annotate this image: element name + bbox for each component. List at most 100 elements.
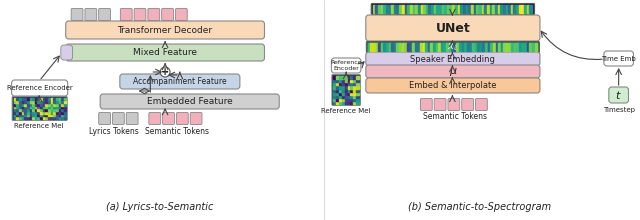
Bar bbox=[348, 76, 350, 79]
Bar bbox=[16, 111, 19, 114]
Bar bbox=[351, 86, 353, 88]
Bar bbox=[383, 5, 386, 13]
Bar bbox=[61, 108, 64, 111]
Bar bbox=[38, 106, 40, 108]
Bar bbox=[407, 43, 409, 51]
Bar bbox=[356, 92, 359, 95]
Bar bbox=[48, 106, 51, 108]
Bar bbox=[345, 79, 348, 82]
Bar bbox=[38, 103, 40, 106]
Bar bbox=[64, 100, 67, 103]
Bar bbox=[32, 114, 35, 116]
Bar bbox=[339, 89, 342, 92]
Bar bbox=[356, 98, 359, 101]
Bar bbox=[399, 5, 402, 13]
Bar bbox=[43, 117, 45, 119]
Bar bbox=[444, 43, 445, 51]
Bar bbox=[19, 98, 21, 100]
Bar bbox=[35, 108, 37, 111]
Bar bbox=[490, 43, 493, 51]
Bar bbox=[353, 95, 356, 98]
FancyBboxPatch shape bbox=[85, 9, 97, 20]
Bar bbox=[27, 100, 29, 103]
FancyBboxPatch shape bbox=[149, 112, 161, 125]
Bar bbox=[442, 5, 444, 13]
Bar bbox=[19, 108, 21, 111]
Bar bbox=[48, 114, 51, 116]
Bar bbox=[13, 103, 16, 106]
Text: Time Emb: Time Emb bbox=[602, 55, 636, 62]
FancyBboxPatch shape bbox=[604, 51, 634, 66]
FancyBboxPatch shape bbox=[162, 9, 173, 20]
Bar bbox=[404, 5, 407, 13]
Bar bbox=[40, 114, 42, 116]
Bar bbox=[493, 43, 495, 51]
Bar bbox=[474, 5, 476, 13]
Bar bbox=[534, 43, 537, 51]
Bar bbox=[38, 117, 40, 119]
Bar bbox=[345, 101, 348, 104]
FancyBboxPatch shape bbox=[190, 112, 202, 125]
Bar bbox=[404, 43, 406, 51]
FancyBboxPatch shape bbox=[366, 52, 540, 66]
Bar bbox=[402, 43, 404, 51]
Bar bbox=[53, 103, 56, 106]
Bar bbox=[353, 98, 356, 101]
Text: +: + bbox=[161, 67, 169, 77]
Bar bbox=[376, 43, 378, 51]
Bar bbox=[13, 114, 16, 116]
Bar bbox=[51, 111, 53, 114]
Bar bbox=[439, 5, 442, 13]
Bar bbox=[378, 5, 380, 13]
Bar bbox=[397, 5, 399, 13]
Bar bbox=[450, 5, 452, 13]
Bar bbox=[444, 5, 447, 13]
Bar bbox=[378, 43, 380, 51]
Bar bbox=[48, 117, 51, 119]
Bar bbox=[339, 79, 342, 82]
Bar bbox=[356, 76, 359, 79]
Bar bbox=[40, 111, 42, 114]
Bar bbox=[492, 5, 495, 13]
Bar bbox=[56, 98, 58, 100]
Bar bbox=[29, 108, 32, 111]
Bar bbox=[460, 5, 463, 13]
Bar bbox=[348, 86, 350, 88]
Bar bbox=[467, 43, 469, 51]
Bar bbox=[51, 98, 53, 100]
Text: Mixed Feature: Mixed Feature bbox=[133, 48, 197, 57]
Bar bbox=[410, 5, 412, 13]
Bar bbox=[500, 43, 503, 51]
Text: Reference Mel: Reference Mel bbox=[15, 123, 64, 129]
Bar bbox=[479, 5, 481, 13]
Bar bbox=[434, 5, 436, 13]
Text: Accompaniment Feature: Accompaniment Feature bbox=[133, 77, 227, 86]
Bar bbox=[446, 43, 448, 51]
Bar bbox=[503, 43, 506, 51]
Bar bbox=[396, 43, 399, 51]
Bar bbox=[59, 98, 61, 100]
Bar bbox=[22, 106, 24, 108]
Bar bbox=[394, 5, 396, 13]
Bar bbox=[29, 103, 32, 106]
FancyBboxPatch shape bbox=[61, 45, 72, 60]
Bar bbox=[431, 5, 433, 13]
Bar bbox=[51, 108, 53, 111]
Bar bbox=[345, 76, 348, 79]
Bar bbox=[353, 76, 356, 79]
Bar bbox=[345, 98, 348, 101]
Bar bbox=[484, 5, 486, 13]
Bar bbox=[43, 103, 45, 106]
Bar bbox=[342, 101, 344, 104]
Bar bbox=[373, 43, 375, 51]
Bar bbox=[455, 5, 458, 13]
Bar bbox=[45, 98, 48, 100]
Bar bbox=[53, 117, 56, 119]
Bar bbox=[59, 108, 61, 111]
Bar bbox=[463, 5, 465, 13]
Bar bbox=[513, 5, 516, 13]
FancyBboxPatch shape bbox=[120, 74, 240, 89]
Bar bbox=[342, 76, 344, 79]
Bar bbox=[430, 43, 433, 51]
Bar bbox=[333, 79, 336, 82]
